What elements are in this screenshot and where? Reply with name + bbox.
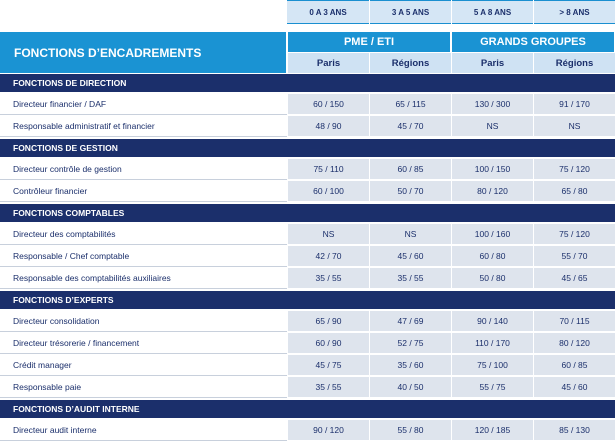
salary-range: 55 / 80: [370, 420, 451, 441]
salary-range: 75 / 110: [288, 159, 369, 180]
salary-range: 35 / 55: [288, 377, 369, 398]
city-header: Paris: [452, 53, 533, 73]
salary-range: NS: [288, 224, 369, 245]
row-label: Crédit manager: [0, 355, 287, 376]
salary-range: 47 / 69: [370, 311, 451, 332]
row-label: Directeur consolidation: [0, 311, 287, 332]
salary-range: 60 / 150: [288, 94, 369, 115]
row-label: Responsable paie: [0, 377, 287, 398]
salary-range: 60 / 80: [452, 246, 533, 267]
salary-range: 120 / 185: [452, 420, 533, 441]
salary-range: 45 / 60: [534, 377, 615, 398]
salary-range: 75 / 120: [534, 159, 615, 180]
table-title: FONCTIONS D’ENCADREMENTS: [0, 32, 286, 73]
city-header: Régions: [370, 53, 451, 73]
salary-range: 65 / 80: [534, 181, 615, 202]
row-label: Contrôleur financier: [0, 181, 287, 202]
salary-range: 80 / 120: [452, 181, 533, 202]
section-header: FONCTIONS COMPTABLES: [0, 204, 615, 222]
salary-range: 50 / 70: [370, 181, 451, 202]
salary-range: 91 / 170: [534, 94, 615, 115]
experience-header: 5 A 8 ANS: [452, 0, 533, 24]
salary-range: 70 / 115: [534, 311, 615, 332]
row-label: Directeur financier / DAF: [0, 94, 287, 115]
salary-range: 35 / 60: [370, 355, 451, 376]
salary-range: NS: [370, 224, 451, 245]
salary-range: 45 / 75: [288, 355, 369, 376]
group-header: PME / ETI: [288, 32, 450, 52]
row-label: Responsable administratif et financier: [0, 116, 287, 137]
salary-range: 130 / 300: [452, 94, 533, 115]
salary-range: 42 / 70: [288, 246, 369, 267]
section-header: FONCTIONS D’EXPERTS: [0, 291, 615, 309]
city-header: Paris: [288, 53, 369, 73]
salary-range: 60 / 85: [370, 159, 451, 180]
experience-header: 3 A 5 ANS: [370, 0, 451, 24]
row-label: Responsable des comptabilités auxiliaire…: [0, 268, 287, 289]
salary-range: 80 / 120: [534, 333, 615, 354]
experience-header: 0 A 3 ANS: [287, 0, 369, 24]
salary-range: 85 / 130: [534, 420, 615, 441]
experience-header: > 8 ANS: [534, 0, 615, 24]
salary-range: 35 / 55: [288, 268, 369, 289]
salary-range: 60 / 85: [534, 355, 615, 376]
salary-range: 90 / 140: [452, 311, 533, 332]
row-label: Responsable / Chef comptable: [0, 246, 287, 267]
salary-range: 60 / 100: [288, 181, 369, 202]
salary-range: 35 / 55: [370, 268, 451, 289]
salary-range: 100 / 160: [452, 224, 533, 245]
salary-range: 52 / 75: [370, 333, 451, 354]
salary-range: NS: [534, 116, 615, 137]
row-label: Directeur des comptabilités: [0, 224, 287, 245]
salary-range: 45 / 70: [370, 116, 451, 137]
city-header: Régions: [534, 53, 615, 73]
group-header: GRANDS GROUPES: [452, 32, 614, 52]
salary-range: 90 / 120: [288, 420, 369, 441]
salary-range: 110 / 170: [452, 333, 533, 354]
salary-range: 55 / 70: [534, 246, 615, 267]
salary-range: 48 / 90: [288, 116, 369, 137]
salary-range: NS: [452, 116, 533, 137]
row-label: Directeur contrôle de gestion: [0, 159, 287, 180]
row-label: Directeur audit interne: [0, 420, 287, 441]
salary-range: 100 / 150: [452, 159, 533, 180]
salary-range: 45 / 65: [534, 268, 615, 289]
salary-range: 50 / 80: [452, 268, 533, 289]
salary-range: 60 / 90: [288, 333, 369, 354]
section-header: FONCTIONS D’AUDIT INTERNE: [0, 400, 615, 418]
salary-range: 40 / 50: [370, 377, 451, 398]
salary-range: 65 / 115: [370, 94, 451, 115]
row-label: Directeur trésorerie / financement: [0, 333, 287, 354]
salary-range: 75 / 100: [452, 355, 533, 376]
salary-range: 75 / 120: [534, 224, 615, 245]
salary-range: 65 / 90: [288, 311, 369, 332]
section-header: FONCTIONS DE DIRECTION: [0, 74, 615, 92]
salary-range: 55 / 75: [452, 377, 533, 398]
salary-range: 45 / 60: [370, 246, 451, 267]
section-header: FONCTIONS DE GESTION: [0, 139, 615, 157]
